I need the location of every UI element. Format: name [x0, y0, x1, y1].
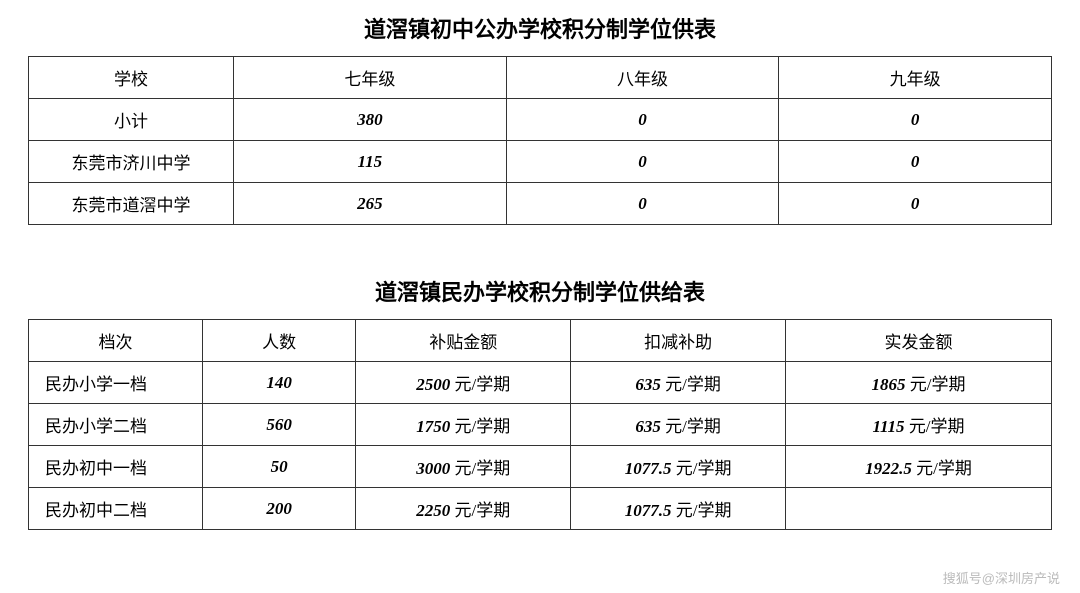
unit-label: 元/学期: [671, 459, 731, 478]
number: 3000: [416, 459, 450, 478]
table2-col-subsidy: 补贴金额: [356, 320, 571, 362]
deduction-value: 635 元/学期: [571, 362, 786, 404]
number: 1865: [872, 375, 906, 394]
subsidy-value: 3000 元/学期: [356, 446, 571, 488]
unit-label: 元/学期: [905, 417, 965, 436]
count-value: 560: [202, 404, 355, 446]
table-row: 民办初中二档 200 2250 元/学期 1077.5 元/学期: [29, 488, 1052, 530]
table2-col-deduction: 扣减补助: [571, 320, 786, 362]
watermark-text: 搜狐号@深圳房产说: [943, 568, 1060, 587]
number: 1115: [872, 417, 904, 436]
table-row: 民办初中一档 50 3000 元/学期 1077.5 元/学期 1922.5 元…: [29, 446, 1052, 488]
unit-label: 元/学期: [450, 375, 510, 394]
number: 635: [635, 375, 661, 394]
table1-col-grade9: 九年级: [779, 57, 1052, 99]
deduction-value: 1077.5 元/学期: [571, 488, 786, 530]
table2-col-count: 人数: [202, 320, 355, 362]
private-school-table: 档次 人数 补贴金额 扣减补助 实发金额 民办小学一档 140 2500 元/学…: [28, 319, 1052, 530]
number: 1750: [416, 417, 450, 436]
number: 2250: [416, 501, 450, 520]
number: 1077.5: [625, 459, 672, 478]
grade7-value: 115: [234, 141, 507, 183]
table1-col-grade8: 八年级: [506, 57, 779, 99]
grade8-value: 0: [506, 99, 779, 141]
unit-label: 元/学期: [661, 375, 721, 394]
table-row: 东莞市道滘中学 265 0 0: [29, 183, 1052, 225]
grade8-value: 0: [506, 183, 779, 225]
unit-label: 元/学期: [661, 417, 721, 436]
unit-label: 元/学期: [450, 501, 510, 520]
table2-title: 道滘镇民办学校积分制学位供给表: [28, 275, 1052, 307]
table1-col-grade7: 七年级: [234, 57, 507, 99]
unit-label: 元/学期: [906, 375, 966, 394]
tier-label: 民办初中一档: [29, 446, 203, 488]
count-value: 50: [202, 446, 355, 488]
deduction-value: 635 元/学期: [571, 404, 786, 446]
unit-label: 元/学期: [912, 459, 972, 478]
table-row: 东莞市济川中学 115 0 0: [29, 141, 1052, 183]
number: 1922.5: [865, 459, 912, 478]
table1-title: 道滘镇初中公办学校积分制学位供表: [28, 12, 1052, 44]
deduction-value: 1077.5 元/学期: [571, 446, 786, 488]
actual-value: 1865 元/学期: [786, 362, 1052, 404]
grade7-value: 380: [234, 99, 507, 141]
tier-label: 民办小学一档: [29, 362, 203, 404]
number: 1077.5: [625, 501, 672, 520]
table-row: 小计 380 0 0: [29, 99, 1052, 141]
number: 635: [635, 417, 661, 436]
grade7-value: 265: [234, 183, 507, 225]
table-row: 民办小学一档 140 2500 元/学期 635 元/学期 1865 元/学期: [29, 362, 1052, 404]
subsidy-value: 2500 元/学期: [356, 362, 571, 404]
unit-label: 元/学期: [450, 459, 510, 478]
actual-value: [786, 488, 1052, 530]
grade9-value: 0: [779, 183, 1052, 225]
school-label: 东莞市济川中学: [29, 141, 234, 183]
table-row: 民办小学二档 560 1750 元/学期 635 元/学期 1115 元/学期: [29, 404, 1052, 446]
subsidy-value: 1750 元/学期: [356, 404, 571, 446]
grade9-value: 0: [779, 99, 1052, 141]
school-label: 东莞市道滘中学: [29, 183, 234, 225]
number: 2500: [416, 375, 450, 394]
grade9-value: 0: [779, 141, 1052, 183]
unit-label: 元/学期: [450, 417, 510, 436]
table1-col-school: 学校: [29, 57, 234, 99]
table2-col-actual: 实发金额: [786, 320, 1052, 362]
unit-label: 元/学期: [671, 501, 731, 520]
table2-header-row: 档次 人数 补贴金额 扣减补助 实发金额: [29, 320, 1052, 362]
tier-label: 民办小学二档: [29, 404, 203, 446]
table1-header-row: 学校 七年级 八年级 九年级: [29, 57, 1052, 99]
count-value: 200: [202, 488, 355, 530]
actual-value: 1115 元/学期: [786, 404, 1052, 446]
tier-label: 民办初中二档: [29, 488, 203, 530]
table2-col-tier: 档次: [29, 320, 203, 362]
subsidy-value: 2250 元/学期: [356, 488, 571, 530]
actual-value: 1922.5 元/学期: [786, 446, 1052, 488]
school-label: 小计: [29, 99, 234, 141]
public-school-table: 学校 七年级 八年级 九年级 小计 380 0 0 东莞市济川中学 115 0 …: [28, 56, 1052, 225]
grade8-value: 0: [506, 141, 779, 183]
count-value: 140: [202, 362, 355, 404]
